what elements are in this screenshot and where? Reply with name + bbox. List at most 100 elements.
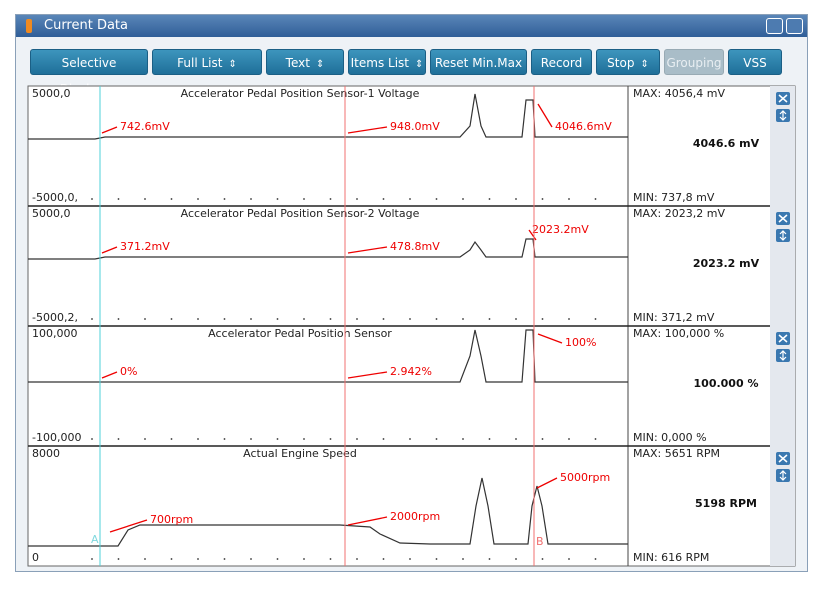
annotation: 2.942% [390, 365, 432, 378]
button-label: Full List [177, 56, 223, 70]
dropdown-icon: ⇕ [315, 59, 325, 70]
grid-dot [382, 558, 385, 560]
button-label: Stop [607, 56, 635, 70]
button-label: Record [540, 56, 583, 70]
grid-dot [197, 438, 199, 440]
grid-dot [117, 198, 120, 200]
grid-dot [91, 558, 93, 560]
grid-dot [117, 438, 120, 440]
annotation: 478.8mV [390, 240, 440, 253]
annotation-arrow [537, 103, 553, 128]
grid-dot [303, 438, 305, 440]
close-mark [778, 94, 788, 103]
grid-dot [409, 198, 411, 200]
grid-dot [303, 558, 305, 560]
grid-dot [462, 438, 464, 440]
max-value: MAX: 5651 RPM [633, 447, 720, 460]
min-value: MIN: 371,2 mV [633, 311, 715, 324]
grid-dot [91, 198, 93, 200]
grid-dot [435, 558, 438, 560]
grid-dot [276, 558, 279, 560]
grid-dot [541, 198, 544, 200]
dropdown-icon: ⇕ [228, 59, 237, 70]
button-label: Reset Min.Max [434, 56, 523, 70]
grid-dot [250, 318, 252, 320]
annotation: 100% [565, 336, 596, 349]
move-mark [779, 470, 787, 481]
grid-dot [409, 318, 411, 320]
annotation-arrow [101, 126, 118, 134]
grid-dot [197, 558, 199, 560]
grid-dot [356, 318, 358, 320]
annotation-arrow [347, 516, 388, 526]
annotation-arrow [347, 371, 388, 379]
grid-dot [594, 558, 597, 560]
button-label: Grouping [666, 56, 722, 70]
grid-dot [435, 438, 438, 440]
grid-dot [488, 318, 491, 320]
grid-dot [250, 198, 252, 200]
toolbar-button[interactable]: Text ⇕ [266, 49, 344, 75]
annotation: 4046.6mV [555, 120, 612, 133]
grid-dot [594, 198, 597, 200]
grid-dot [170, 558, 173, 560]
panel-title: Actual Engine Speed [243, 447, 357, 460]
grid-dot [170, 198, 173, 200]
button-label: VSS [743, 56, 767, 70]
current-value: 2023.2 mV [693, 257, 760, 270]
current-value: 5198 RPM [695, 497, 757, 510]
grid-dot [462, 558, 464, 560]
toolbar-button[interactable]: Full List ⇕ [152, 49, 262, 75]
dropdown-icon: ⇕ [414, 59, 424, 70]
scroll-column [770, 86, 795, 566]
grid-dot [91, 438, 93, 440]
grid-dot [144, 318, 146, 320]
grid-dot [515, 438, 517, 440]
waveform [28, 238, 628, 260]
panel-title: Accelerator Pedal Position Sensor [208, 327, 392, 340]
grid-dot [250, 438, 252, 440]
restore-button[interactable] [786, 18, 803, 34]
grid-dot [329, 558, 332, 560]
close-mark [778, 214, 788, 223]
grid-dot [515, 198, 517, 200]
annotation-arrow [101, 371, 118, 379]
scale-min: -100,000 [32, 431, 81, 444]
grid-dot [303, 198, 305, 200]
retry-button[interactable] [766, 18, 783, 34]
button-label: Text [285, 56, 310, 70]
grid-dot [568, 438, 570, 440]
scale-min: -5000,2, [32, 311, 78, 324]
grid-dot [356, 558, 358, 560]
cursor-label: B [536, 535, 544, 548]
scale-max: 8000 [32, 447, 60, 460]
grid-dot [462, 198, 464, 200]
annotation-arrow [101, 246, 118, 254]
toolbar-button[interactable]: Stop ⇕ [596, 49, 660, 75]
toolbar-button[interactable]: Items List ⇕ [348, 49, 426, 75]
grid-dot [568, 318, 570, 320]
grid-dot [223, 318, 226, 320]
annotation: 948.0mV [390, 120, 440, 133]
current-value: 4046.6 mV [693, 137, 760, 150]
toolbar-button[interactable]: Record [531, 49, 592, 75]
toolbar-button[interactable]: VSS [728, 49, 782, 75]
grid-dot [223, 558, 226, 560]
grid-dot [541, 558, 544, 560]
move-mark [779, 110, 787, 121]
annotation-arrow [537, 333, 563, 344]
panel-title: Accelerator Pedal Position Sensor-2 Volt… [181, 207, 420, 220]
grid-dot [303, 318, 305, 320]
grid-dot [515, 318, 517, 320]
max-value: MAX: 100,000 % [633, 327, 724, 340]
annotation: 2023.2mV [532, 223, 589, 236]
toolbar-button[interactable]: Reset Min.Max [430, 49, 527, 75]
grid-dot [91, 318, 93, 320]
window-title: Current Data [44, 18, 128, 33]
toolbar-button[interactable]: Grouping [664, 49, 724, 75]
max-value: MAX: 4056,4 mV [633, 87, 725, 100]
grid-dot [568, 198, 570, 200]
grid-dot [144, 438, 146, 440]
grid-dot [435, 318, 438, 320]
